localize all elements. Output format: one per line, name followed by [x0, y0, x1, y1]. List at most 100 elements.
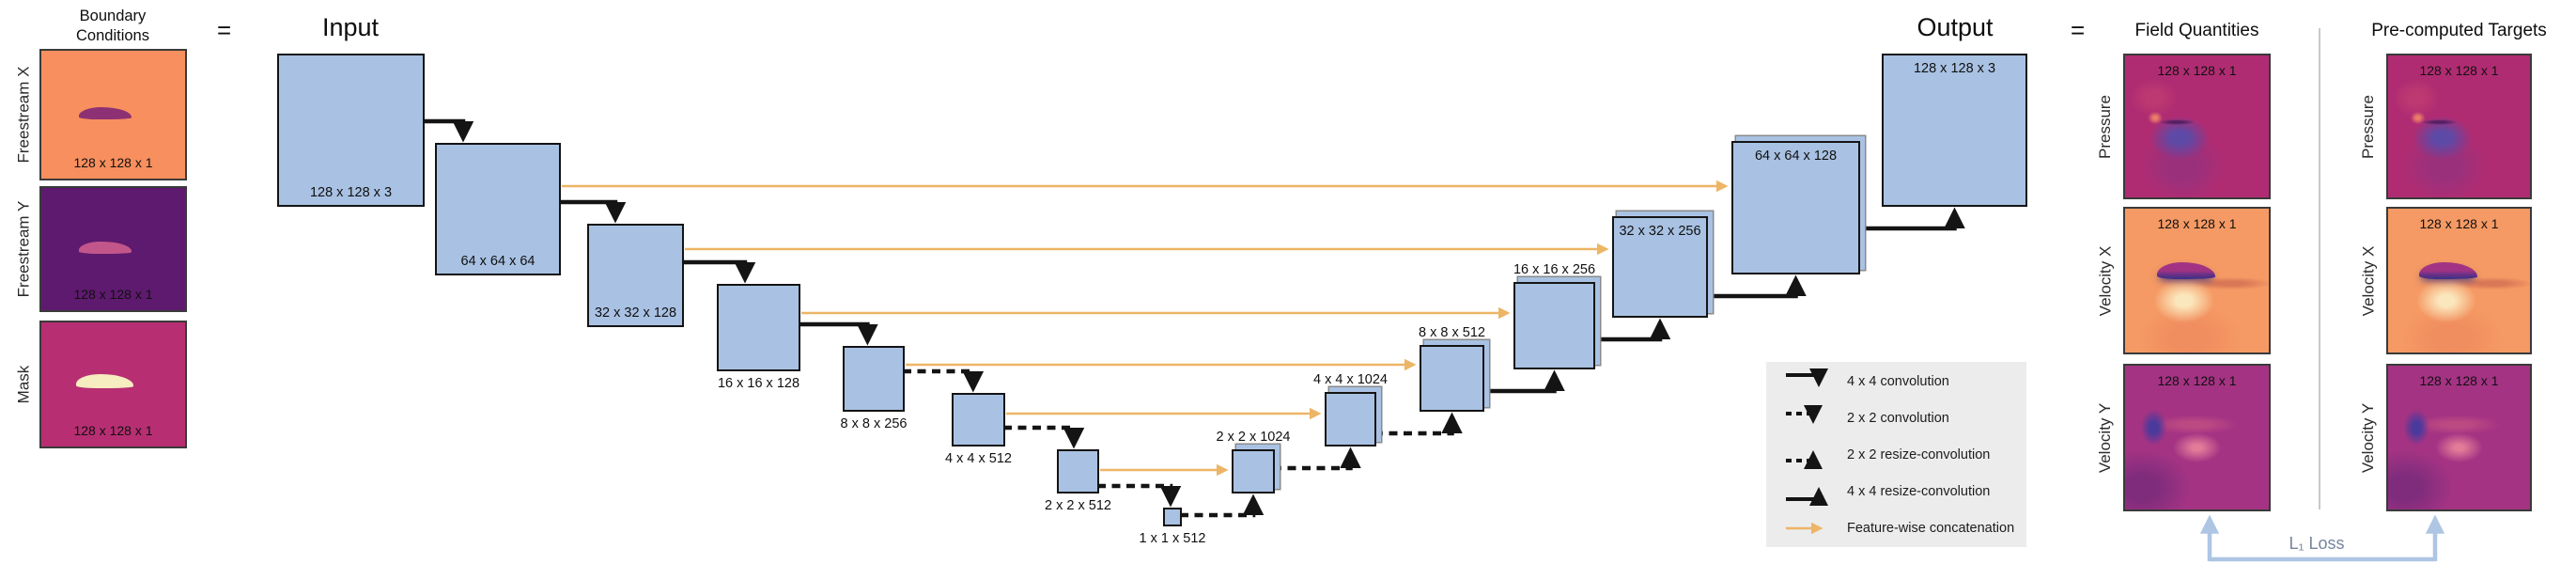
legend-item-label: Feature-wise concatenation: [1847, 520, 2015, 536]
field-image-pressure: 128 x 128 x 1: [2123, 54, 2271, 199]
bc-label-text: Freestream Y: [14, 200, 33, 298]
bc-label-2: Mask: [9, 321, 38, 448]
equals-sign-right: =: [2071, 16, 2086, 44]
legend-conv2-icon: [1786, 404, 1823, 424]
field-image-vely: 128 x 128 x 1: [2123, 364, 2271, 511]
legend-item-label: 2 x 2 convolution: [1847, 410, 1949, 426]
unet-block-output: 128 x 128 x 3: [1882, 54, 2027, 207]
legend-resize2-icon: [1786, 449, 1823, 469]
arrow-conv4-enc32-enc16: [682, 259, 756, 284]
legend-icon-glyph: [1786, 486, 1828, 506]
target-image-dims: 128 x 128 x 1: [2419, 373, 2499, 388]
unet-block-enc2: 2 x 2 x 512: [1045, 449, 1111, 513]
legend-resize4-icon: [1786, 486, 1828, 506]
arrow-resize4-dec8-dec16: [1482, 369, 1565, 394]
unet-block-enc64: 64 x 64 x 64: [435, 143, 561, 275]
bc-label-text: Freestream X: [14, 66, 33, 164]
field-row-label-2: Velocity Y: [2091, 364, 2119, 511]
legend-item-resize4: 4 x 4 resize-convolution: [1783, 478, 2019, 506]
unet-block-label-dec16: 16 x 16 x 256: [1513, 262, 1596, 277]
unet-block-dec32: 32 x 32 x 256: [1612, 216, 1708, 318]
unet-block-enc8: 8 x 8 x 256: [841, 346, 907, 431]
unet-block-label-enc8: 8 x 8 x 256: [840, 416, 908, 431]
field-image-velx: 128 x 128 x 1: [2123, 207, 2271, 354]
legend-item-conv4: 4 x 4 convolution: [1783, 368, 2019, 396]
unet-block-dec8: 8 x 8 x 512: [1419, 325, 1485, 412]
field-image-dims: 128 x 128 x 1: [2157, 373, 2237, 388]
unet-block-label-dec64: 64 x 64 x 128: [1754, 149, 1838, 164]
target-row-label-text: Pressure: [2359, 94, 2377, 159]
target-image-velx: 128 x 128 x 1: [2386, 207, 2532, 354]
airfoil-shape: [2156, 261, 2216, 279]
arrow-resize2-dec2-dec4: [1273, 446, 1361, 471]
target-row-label-0: Pressure: [2354, 54, 2382, 199]
target-image-vely: 128 x 128 x 1: [2386, 364, 2532, 511]
airfoil-shape: [78, 106, 132, 119]
field-image-dims: 128 x 128 x 1: [2157, 63, 2237, 78]
target-image-pressure: 128 x 128 x 1: [2386, 54, 2532, 199]
unet-block-label-enc16: 16 x 16 x 128: [717, 376, 800, 391]
equals-sign-left: =: [217, 16, 232, 44]
output-title: Output: [1916, 13, 1994, 41]
legend-conv4-icon: [1786, 368, 1828, 387]
unet-block-dec2: 2 x 2 x 1024: [1217, 430, 1291, 494]
arrow-conv2-enc4-enc2: [1003, 425, 1085, 449]
arrow-conv2-enc2-b1: [1097, 483, 1182, 508]
bc-image-0: 128 x 128 x 1: [39, 49, 187, 180]
arrow-resize4-dec16-dec32: [1593, 318, 1671, 342]
unet-block-label-input: 128 x 128 x 3: [309, 185, 393, 200]
unet-block-label-enc32: 32 x 32 x 128: [594, 306, 677, 321]
arrow-resize2-b1-dec2: [1180, 494, 1265, 518]
target-image-dims: 128 x 128 x 1: [2419, 63, 2499, 78]
legend-icon-glyph: [1786, 404, 1823, 424]
arrow-conv4-enc16-enc8: [799, 321, 878, 346]
arrow-resize4-dec64-output: [1858, 207, 1965, 231]
l1-loss-label: L₁ Loss: [2289, 534, 2345, 553]
bc-image-2: 128 x 128 x 1: [39, 321, 187, 448]
legend-icon-glyph: [1786, 449, 1823, 469]
field-row-label-text: Velocity X: [2096, 245, 2114, 316]
legend-box: 4 x 4 convolution 2 x 2 convolution 2 x 2 …: [1766, 362, 2026, 547]
field-row-label-text: Pressure: [2096, 94, 2114, 159]
unet-block-b1: 1 x 1 x 512: [1140, 508, 1205, 546]
field-row-label-text: Velocity Y: [2096, 402, 2114, 473]
unet-block-dec64: 64 x 64 x 128: [1731, 141, 1860, 274]
unet-block-label-output: 128 x 128 x 3: [1913, 61, 1996, 76]
bc-image-dims: 128 x 128 x 1: [73, 155, 153, 170]
legend-icon-glyph: [1786, 368, 1828, 387]
bc-label-1: Freestream Y: [9, 186, 38, 312]
unet-block-enc16: 16 x 16 x 128: [717, 284, 800, 391]
legend-item-resize2: 2 x 2 resize-convolution: [1783, 441, 2019, 469]
legend-item-conv2: 2 x 2 convolution: [1783, 404, 2019, 432]
target-row-label-1: Velocity X: [2354, 207, 2382, 354]
airfoil-shape: [75, 374, 133, 388]
target-row-label-text: Velocity X: [2359, 245, 2377, 316]
boundary-conditions-title: Boundary Conditions: [76, 8, 149, 45]
arrow-conv4-input-enc64: [423, 118, 474, 143]
unet-block-label-enc2: 2 x 2 x 512: [1045, 498, 1111, 513]
field-image-dims: 128 x 128 x 1: [2157, 216, 2237, 231]
legend-item-label: 4 x 4 resize-convolution: [1847, 483, 1991, 499]
legend-item-label: 2 x 2 resize-convolution: [1847, 446, 1991, 462]
unet-block-label-dec32: 32 x 32 x 256: [1619, 224, 1701, 239]
input-title: Input: [321, 13, 380, 41]
field-row-label-0: Pressure: [2091, 54, 2119, 199]
bc-image-1: 128 x 128 x 1: [39, 186, 187, 312]
legend-item-skip: Feature-wise concatenation: [1783, 514, 2019, 542]
unet-block-label-b1: 1 x 1 x 512: [1139, 531, 1206, 546]
unet-block-label-dec4: 4 x 4 x 1024: [1313, 372, 1388, 387]
legend-item-label: 4 x 4 convolution: [1847, 373, 1949, 389]
unet-block-input: 128 x 128 x 3: [277, 54, 425, 207]
unet-block-enc32: 32 x 32 x 128: [587, 224, 684, 327]
unet-block-dec4: 4 x 4 x 1024: [1313, 372, 1388, 446]
airfoil-shape: [78, 242, 132, 254]
target-image-dims: 128 x 128 x 1: [2419, 216, 2499, 231]
unet-block-label-dec2: 2 x 2 x 1024: [1216, 430, 1291, 445]
unet-block-enc4: 4 x 4 x 512: [945, 393, 1012, 466]
unet-block-dec16: 16 x 16 x 256: [1513, 262, 1595, 369]
target-row-label-text: Velocity Y: [2359, 402, 2377, 473]
arrow-resize4-dec32-dec64: [1706, 274, 1807, 299]
unet-block-label-enc64: 64 x 64 x 64: [460, 254, 535, 269]
